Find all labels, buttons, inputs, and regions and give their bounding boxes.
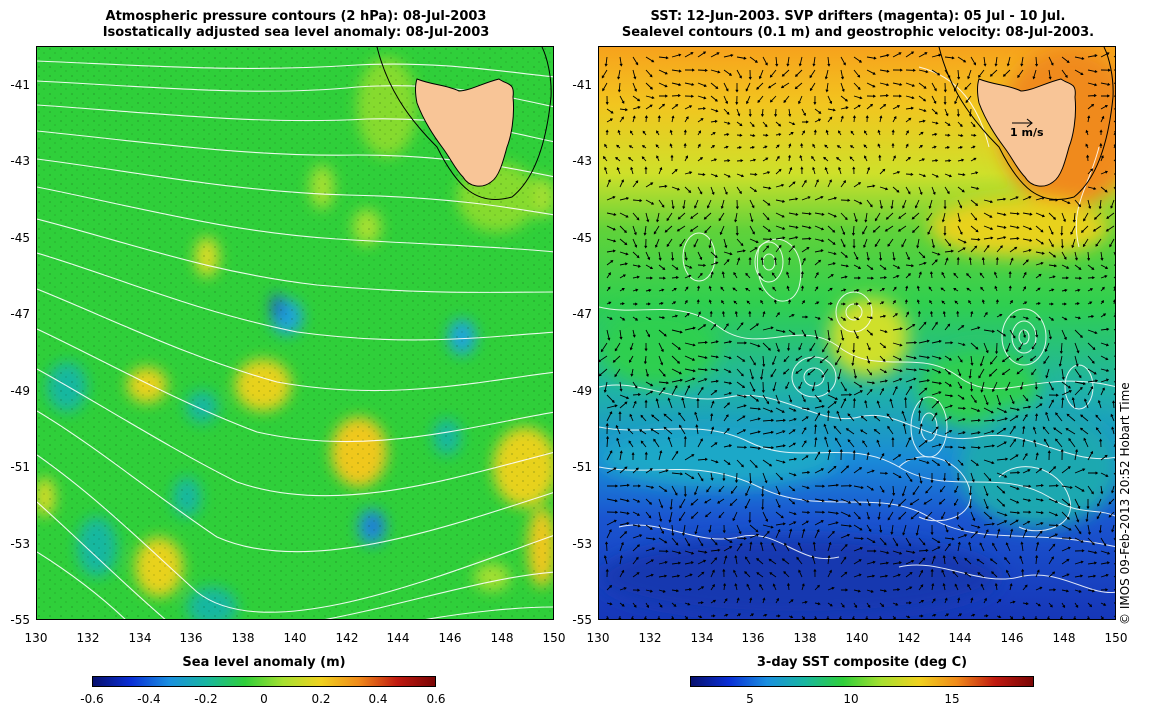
lon-tick: 142 xyxy=(897,631,921,645)
colorbar-tick: 0 xyxy=(260,692,268,706)
lon-tick: 150 xyxy=(542,631,566,645)
velocity-scale-arrow xyxy=(1012,118,1033,128)
lon-tick: 134 xyxy=(690,631,714,645)
sst-map[interactable] xyxy=(598,46,1116,620)
lat-tick: -43 xyxy=(10,154,30,168)
tasmania-land xyxy=(415,78,514,187)
lat-tick: -53 xyxy=(572,537,592,551)
colorbar-tick: -0.6 xyxy=(80,692,104,706)
lon-tick: 136 xyxy=(179,631,203,645)
right-map-title: SST: 12-Jun-2003. SVP drifters (magenta)… xyxy=(598,9,1118,41)
left-title-line2: Isostatically adjusted sea level anomaly… xyxy=(102,25,490,40)
lon-tick: 144 xyxy=(948,631,972,645)
lat-tick: -49 xyxy=(572,384,592,398)
lon-tick: 132 xyxy=(76,631,100,645)
lon-tick: 142 xyxy=(335,631,359,645)
lon-tick: 136 xyxy=(741,631,765,645)
lon-tick: 132 xyxy=(638,631,662,645)
colorbar-tick: -0.2 xyxy=(194,692,218,706)
lon-tick: 130 xyxy=(586,631,610,645)
lon-tick: 134 xyxy=(128,631,152,645)
lat-tick: -51 xyxy=(572,460,592,474)
lon-tick: 150 xyxy=(1104,631,1128,645)
lat-tick: -53 xyxy=(10,537,30,551)
sea-level-colorbar xyxy=(92,676,436,687)
lon-tick: 148 xyxy=(1052,631,1076,645)
left-colorbar-label: Sea level anomaly (m) xyxy=(182,655,346,670)
lon-tick: 148 xyxy=(490,631,514,645)
lat-tick: -47 xyxy=(572,307,592,321)
sea-level-anomaly-map[interactable] xyxy=(36,46,554,620)
lat-tick: -51 xyxy=(10,460,30,474)
lon-tick: 140 xyxy=(845,631,869,645)
tasmania-land xyxy=(977,78,1076,187)
velocity-scale-label: 1 m/s xyxy=(1010,126,1044,139)
lon-tick: 146 xyxy=(438,631,462,645)
lon-tick: 140 xyxy=(283,631,307,645)
colorbar-tick: 0.6 xyxy=(426,692,446,706)
colorbar-tick: -0.4 xyxy=(137,692,161,706)
lat-tick: -43 xyxy=(572,154,592,168)
imos-credit: © IMOS 09-Feb-2013 20:52 Hobart Time xyxy=(1118,382,1132,625)
sst-colorbar xyxy=(690,676,1034,687)
lon-tick: 144 xyxy=(386,631,410,645)
lat-tick: -49 xyxy=(10,384,30,398)
colorbar-tick: 5 xyxy=(746,692,754,706)
lat-tick: -55 xyxy=(10,613,30,627)
lon-tick: 138 xyxy=(793,631,817,645)
lat-tick: -45 xyxy=(10,231,30,245)
colorbar-tick: 10 xyxy=(843,692,859,706)
lat-tick: -41 xyxy=(10,78,30,92)
colorbar-tick: 15 xyxy=(944,692,960,706)
left-map-title: Atmospheric pressure contours (2 hPa): 0… xyxy=(36,9,556,41)
lat-tick: -41 xyxy=(572,78,592,92)
lat-tick: -47 xyxy=(10,307,30,321)
colorbar-tick: 0.2 xyxy=(311,692,331,706)
left-title-line1: Atmospheric pressure contours (2 hPa): 0… xyxy=(105,9,487,24)
lat-tick: -55 xyxy=(572,613,592,627)
right-title-line2: Sealevel contours (0.1 m) and geostrophi… xyxy=(621,25,1095,40)
lon-tick: 146 xyxy=(1000,631,1024,645)
right-title-line1: SST: 12-Jun-2003. SVP drifters (magenta)… xyxy=(650,9,1066,24)
lat-tick: -45 xyxy=(572,231,592,245)
right-colorbar-label: 3-day SST composite (deg C) xyxy=(756,655,968,670)
lon-tick: 130 xyxy=(24,631,48,645)
colorbar-tick: 0.4 xyxy=(368,692,388,706)
geostrophic-velocity-vectors xyxy=(599,51,1115,619)
lon-tick: 138 xyxy=(231,631,255,645)
